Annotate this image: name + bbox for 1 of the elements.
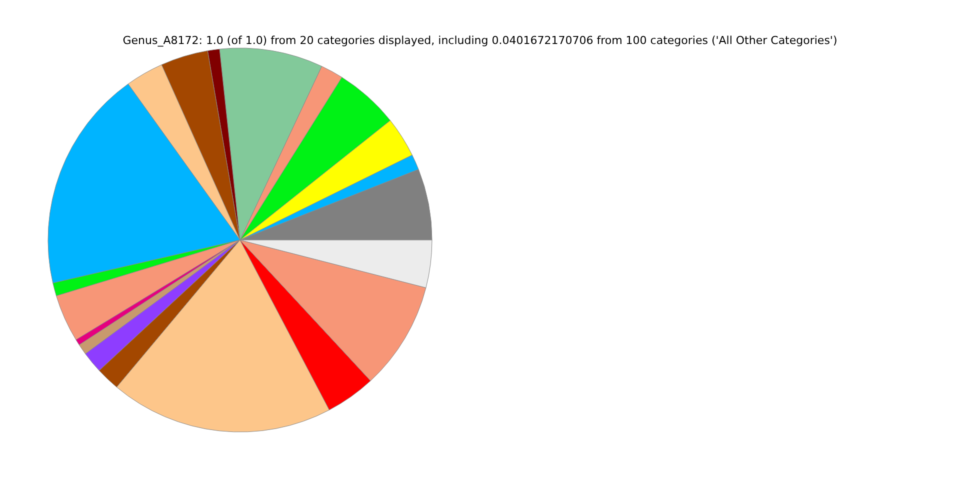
text: Genus_A8172: 1.0 (of 1.0) from 20 categories displayed, including 0.0401672170706 from 100 categories ('All Other Categories') xyxy=(122,34,838,47)
